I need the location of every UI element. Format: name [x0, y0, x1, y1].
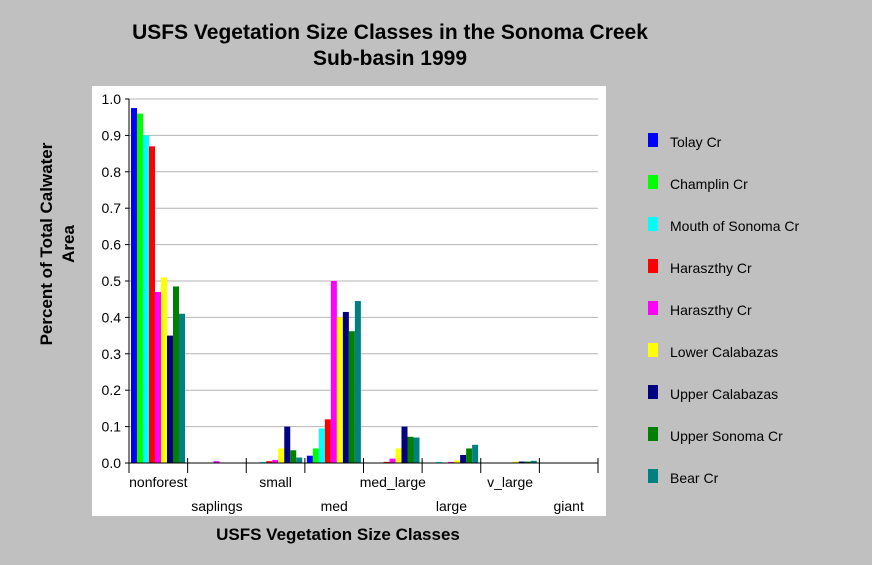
bar [278, 448, 285, 463]
legend-swatch [648, 385, 658, 399]
legend-swatch [648, 133, 658, 147]
bar [354, 301, 361, 463]
bar [448, 461, 455, 463]
bar [306, 455, 313, 463]
x-tick-label: giant [554, 498, 584, 514]
bar [518, 461, 525, 463]
bar [260, 461, 267, 463]
bar [389, 458, 396, 463]
y-tick-label: 0.4 [102, 309, 122, 325]
bar [167, 335, 173, 463]
y-tick-label: 0.9 [102, 127, 122, 143]
bar [336, 317, 343, 463]
y-tick-label: 0.3 [102, 346, 122, 362]
y-tick-label: 1.0 [102, 91, 122, 107]
bar [395, 448, 402, 463]
legend-swatch [648, 259, 658, 273]
bar [131, 108, 137, 463]
x-tick-label: v_large [487, 474, 533, 490]
y-tick-label: 0.1 [102, 419, 122, 435]
bar [149, 146, 155, 463]
chart-title-line: USFS Vegetation Size Classes in the Sono… [132, 21, 648, 44]
bar [272, 460, 279, 463]
y-tick-label: 0.5 [102, 273, 122, 289]
bar [401, 426, 408, 463]
bar [383, 461, 390, 463]
bar [155, 291, 161, 463]
bar [213, 461, 220, 463]
bar [472, 444, 479, 463]
bar [530, 460, 537, 463]
x-tick-label: large [436, 498, 467, 514]
bar [284, 426, 291, 463]
y-tick-label: 0.2 [102, 382, 122, 398]
bar [330, 281, 337, 463]
chart-title-line: Sub-basin 1999 [312, 47, 468, 70]
y-tick-label: 0.0 [102, 455, 122, 471]
bar [348, 331, 355, 463]
bar [137, 113, 143, 463]
bar [512, 461, 519, 463]
legend-label: Mouth of Sonoma Cr [670, 218, 800, 234]
y-tick-label: 0.6 [102, 237, 122, 253]
legend-swatch [648, 469, 658, 483]
bar [143, 135, 149, 463]
x-tick-label: small [259, 474, 292, 490]
bar [266, 461, 273, 463]
y-axis-title-line: Percent of Total Calwater [37, 142, 56, 346]
bar [436, 461, 443, 463]
bar [312, 448, 319, 463]
bar [173, 286, 179, 463]
legend-label: Lower Calabazas [670, 344, 779, 360]
x-axis-title: USFS Vegetation Size Classes [216, 525, 460, 544]
bar [290, 450, 297, 463]
bar [342, 311, 349, 463]
x-tick-label: nonforest [129, 474, 187, 490]
bar [296, 457, 303, 463]
legend-swatch [648, 427, 658, 441]
bar [407, 436, 414, 463]
bar [460, 454, 467, 463]
chart-title: USFS Vegetation Size Classes in the Sono… [100, 20, 680, 72]
bar [413, 437, 420, 463]
bar [466, 448, 473, 463]
legend-swatch [648, 175, 658, 189]
legend-label: Tolay Cr [670, 134, 722, 150]
bar [324, 419, 331, 463]
bar [454, 460, 461, 463]
legend-label: Champlin Cr [670, 176, 748, 192]
legend-label: Haraszthy Cr [670, 302, 752, 318]
y-tick-label: 0.7 [102, 200, 122, 216]
legend-swatch [648, 217, 658, 231]
bar [179, 313, 185, 463]
x-tick-label: med_large [360, 474, 426, 490]
bar-chart: 0.0 0.1 0.2 0.3 0.4 0.5 0.6 0.7 0.8 0.9 1.0 nonfore… [102, 91, 599, 514]
x-tick-label: saplings [191, 498, 242, 514]
bar [318, 428, 325, 463]
legend-label: Upper Calabazas [670, 386, 779, 402]
legend-swatch [648, 301, 658, 315]
legend-label: Haraszthy Cr [670, 260, 752, 276]
y-tick-label: 0.8 [102, 164, 122, 180]
bar [161, 277, 167, 463]
bar [524, 461, 531, 463]
legend-label: Upper Sonoma Cr [670, 428, 783, 444]
x-tick-label: med [321, 498, 348, 514]
y-axis-title-line: Area [59, 225, 78, 263]
legend-swatch [648, 343, 658, 357]
plot-area: 0.0 0.1 0.2 0.3 0.4 0.5 0.6 0.7 0.8 0.9 1.0 nonfore… [92, 86, 606, 516]
legend-label: Bear Cr [670, 470, 719, 486]
